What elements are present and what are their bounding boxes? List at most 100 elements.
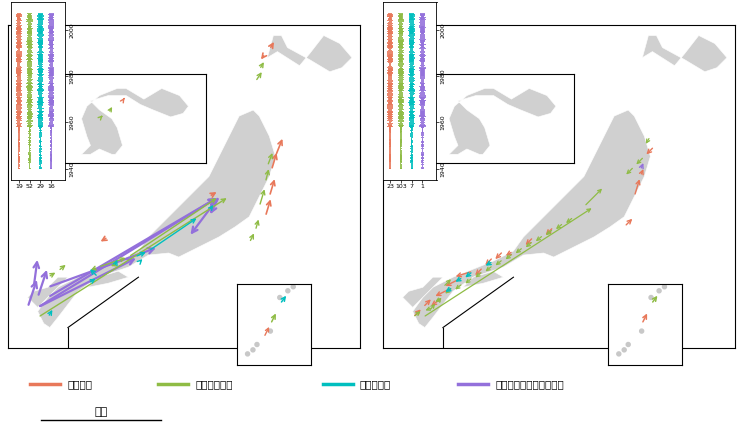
Bar (29, 147, 30, 148)
Bar (419, 67, 426, 68)
Bar (49, 120, 53, 121)
Bar (410, 22, 414, 23)
Bar (27, 112, 32, 113)
Bar (400, 160, 401, 161)
Bar (50, 153, 52, 154)
Bar (422, 159, 423, 160)
Bar (421, 73, 424, 74)
Bar (29, 166, 30, 167)
Bar (398, 71, 404, 72)
Bar (49, 56, 54, 57)
Bar (419, 19, 425, 20)
Bar (389, 157, 391, 158)
Bar (40, 168, 41, 169)
Bar (28, 131, 31, 132)
Bar (410, 125, 414, 126)
Bar (29, 149, 30, 150)
Bar (16, 59, 22, 60)
Bar (410, 52, 414, 53)
Bar (49, 78, 53, 79)
Bar (420, 102, 425, 103)
Bar (28, 111, 32, 112)
Bar (410, 89, 413, 90)
Bar (387, 67, 393, 68)
Bar (38, 116, 42, 117)
Bar (27, 92, 32, 93)
Bar (421, 72, 424, 73)
Bar (18, 138, 20, 139)
Bar (18, 159, 20, 160)
Bar (29, 132, 30, 133)
Bar (420, 103, 425, 104)
Bar (26, 83, 33, 84)
Bar (410, 82, 413, 83)
Bar (38, 60, 43, 61)
Bar (387, 36, 393, 37)
Bar (17, 146, 20, 147)
Bar (16, 92, 21, 93)
Bar (27, 62, 32, 63)
Bar (17, 50, 20, 51)
Bar (50, 145, 52, 146)
Bar (28, 30, 31, 31)
Bar (16, 59, 22, 60)
Bar (40, 153, 41, 154)
Bar (16, 117, 21, 118)
Bar (38, 54, 44, 55)
Bar (388, 73, 392, 74)
Bar (18, 166, 20, 167)
Bar (411, 150, 413, 151)
Bar (49, 94, 54, 95)
Bar (28, 91, 32, 92)
Bar (422, 150, 423, 151)
Bar (27, 106, 32, 107)
Bar (16, 48, 22, 49)
Bar (50, 43, 53, 44)
Bar (410, 66, 414, 67)
Bar (421, 28, 424, 29)
Bar (39, 148, 41, 149)
Bar (50, 49, 52, 50)
Bar (18, 131, 20, 132)
Bar (27, 75, 32, 76)
Bar (399, 111, 403, 112)
Bar (421, 76, 424, 77)
Bar (49, 87, 54, 88)
Bar (410, 26, 413, 27)
Bar (16, 42, 22, 43)
Bar (18, 150, 20, 151)
Bar (387, 108, 393, 109)
Bar (48, 19, 54, 20)
Bar (387, 111, 393, 112)
Bar (16, 31, 22, 32)
Bar (28, 162, 31, 163)
Bar (410, 162, 413, 163)
Bar (17, 66, 20, 67)
Bar (50, 146, 52, 147)
Bar (38, 103, 43, 104)
Bar (50, 168, 52, 169)
Bar (422, 143, 423, 144)
Bar (28, 32, 32, 33)
Bar (410, 99, 414, 100)
Bar (50, 79, 53, 80)
Bar (422, 145, 423, 146)
Bar (28, 153, 31, 154)
Bar (16, 85, 21, 86)
Bar (400, 66, 402, 67)
Bar (16, 80, 22, 81)
Bar (39, 135, 41, 136)
Bar (29, 161, 30, 162)
Circle shape (649, 296, 653, 299)
Bar (411, 153, 413, 154)
Bar (39, 157, 41, 158)
Bar (16, 117, 21, 118)
Bar (409, 35, 415, 36)
Bar (28, 167, 31, 168)
Bar (410, 27, 413, 28)
Bar (38, 117, 44, 118)
Bar (400, 162, 402, 163)
Bar (421, 47, 424, 48)
Bar (400, 167, 402, 168)
Bar (389, 147, 392, 148)
